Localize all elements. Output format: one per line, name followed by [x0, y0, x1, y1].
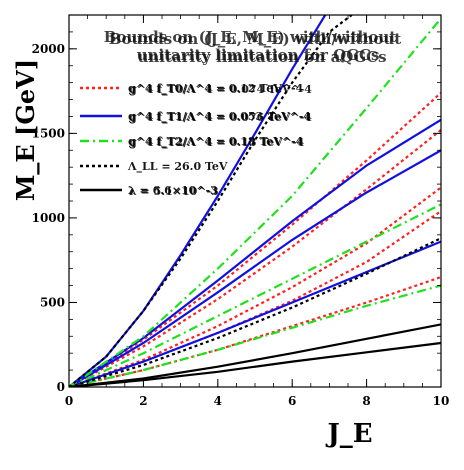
series-line-16 — [69, 341, 441, 387]
title-line-1: Bounds on (J_E, M_E) with/without — [104, 28, 396, 46]
title-line-1-overlay: Bounds on (J_E, M_E) with/without — [109, 30, 401, 48]
legend-label-overlay-1: g^4 f_T0/Λ^4 = 0.074 TeV^-4 — [129, 83, 312, 97]
y-tick-label-2: 500 — [40, 295, 65, 309]
series-line-1 — [69, 129, 441, 387]
title-line-2: unitarity limitation for QGCs — [137, 46, 380, 64]
series-line-15 — [69, 323, 441, 387]
series-line-14 — [69, 237, 441, 387]
legend-entry-4: Λ_LL = 26.0 TeV — [80, 160, 228, 174]
series-line-11 — [69, 203, 441, 387]
plot-frame — [68, 14, 442, 388]
x-tick-label-2: 2 — [139, 394, 147, 408]
y-tick-label-1: 0 — [57, 380, 65, 394]
legend-label-4: Λ_LL = 26.0 TeV — [127, 160, 228, 174]
series-layer — [69, 15, 441, 387]
legend-label-2: g^4 f_T1/Λ^4 = 0.053 TeV^-4 — [128, 110, 311, 124]
y-tick-label-4: 1500 — [32, 126, 65, 140]
x-tick-label-4: 6 — [288, 394, 296, 408]
legend-entry-3: g^4 f_T2/Λ^4 = 0.13 TeV^-4g^4 f_T2/Λ^4 =… — [80, 135, 305, 150]
y-axis-title: M_E [GeV] — [11, 59, 40, 201]
x-axis-title: J_E — [325, 419, 372, 449]
legend-entry-1: g^4 f_T0/Λ^4 = 0.074 TeV^-4g^4 f_T0/Λ^4 … — [80, 82, 312, 97]
y-tick-label-3: 1000 — [32, 211, 65, 225]
legend-entry-2: g^4 f_T1/Λ^4 = 0.076 TeV^-4g^4 f_T1/Λ^4 … — [80, 110, 312, 125]
chart-title: Bounds on (J_E, M_E) with/without Bounds… — [104, 28, 401, 66]
legend-label-overlay-2: g^4 f_T1/Λ^4 = 0.076 TeV^-4 — [129, 111, 312, 125]
series-line-10 — [69, 17, 441, 387]
series-line-7 — [69, 118, 441, 387]
series-line-8 — [69, 149, 441, 387]
legend-label-1: g^4 f_T0/Λ^4 = 0.12 TeV^-4 — [128, 82, 304, 96]
legend-label-overlay-5: λ = 5.1×10^-3 — [129, 185, 219, 198]
series-line-9 — [69, 240, 441, 387]
series-line-6 — [69, 15, 327, 387]
x-tick-label-3: 4 — [214, 394, 222, 408]
legend: g^4 f_T0/Λ^4 = 0.074 TeV^-4g^4 f_T0/Λ^4 … — [80, 82, 312, 198]
series-line-3 — [69, 186, 441, 387]
legend-entry-5: λ = 5.1×10^-3λ = 6.6×10^-3 — [80, 184, 219, 198]
series-line-12 — [69, 284, 441, 387]
x-tick-label-1: 0 — [65, 394, 73, 408]
legend-label-3: g^4 f_T2/Λ^4 = 0.18 TeV^-4 — [128, 135, 304, 149]
series-line-2 — [69, 91, 441, 387]
title-line-2-overlay: unitarity limitation on aQGCs — [137, 48, 386, 66]
ticks-layer: 0 2 4 6 8 10 0 500 1000 1500 2000 — [32, 14, 450, 408]
y-tick-label-5: 2000 — [32, 42, 65, 56]
x-tick-label-5: 8 — [362, 394, 370, 408]
series-line-13 — [69, 15, 353, 387]
legend-label-overlay-3: g^4 f_T2/Λ^4 = 0.13 TeV^-4 — [129, 136, 305, 150]
x-tick-label-6: 10 — [433, 394, 450, 408]
legend-label-5: λ = 6.6×10^-3 — [128, 184, 218, 197]
